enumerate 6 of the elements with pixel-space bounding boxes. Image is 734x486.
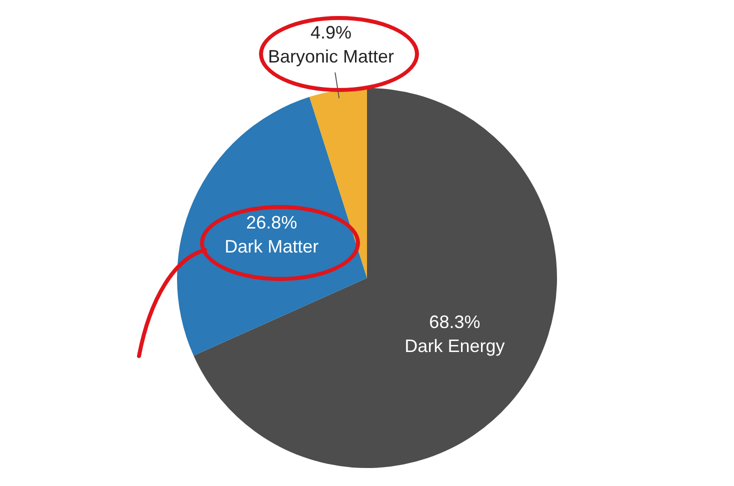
data-label: 68.3% bbox=[429, 312, 480, 332]
data-label: 4.9% bbox=[310, 22, 352, 43]
slice-label: Dark Matter bbox=[224, 236, 319, 256]
slice-label: Baryonic Matter bbox=[268, 46, 394, 67]
slice-label: Dark Energy bbox=[404, 336, 505, 356]
data-label: 26.8% bbox=[246, 212, 298, 232]
